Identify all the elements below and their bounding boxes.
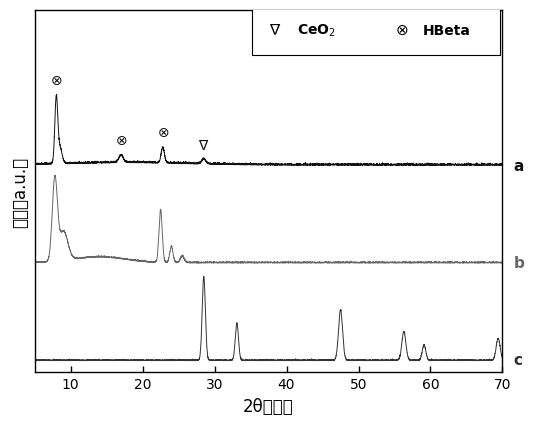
Text: HBeta: HBeta — [423, 23, 471, 37]
Text: CeO$_2$: CeO$_2$ — [296, 23, 335, 39]
Text: b: b — [513, 256, 524, 271]
Text: a: a — [513, 158, 524, 173]
Text: $\otimes$: $\otimes$ — [395, 23, 409, 38]
X-axis label: 2θ（度）: 2θ（度） — [243, 397, 294, 415]
Y-axis label: 强度（a.u.）: 强度（a.u.） — [11, 156, 29, 227]
Text: c: c — [513, 353, 522, 368]
Text: $\otimes$: $\otimes$ — [50, 74, 62, 88]
FancyBboxPatch shape — [252, 9, 500, 56]
Text: $\otimes$: $\otimes$ — [115, 133, 127, 147]
Text: $\nabla$: $\nabla$ — [269, 23, 281, 38]
Text: $\otimes$: $\otimes$ — [156, 126, 169, 139]
Text: $\nabla$: $\nabla$ — [198, 138, 209, 153]
